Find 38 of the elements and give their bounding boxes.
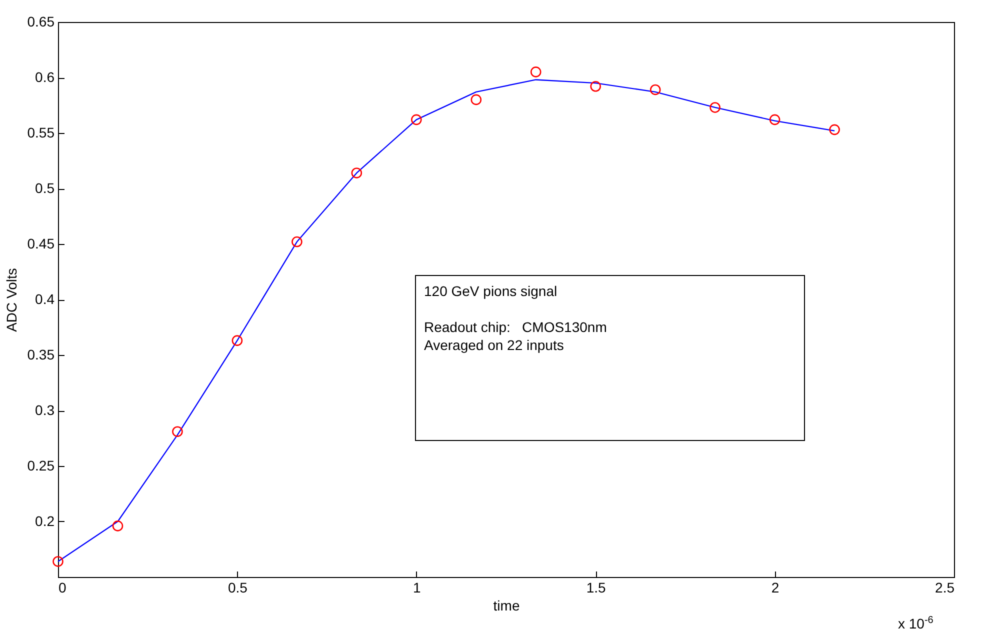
x-tick-label: 1	[413, 580, 421, 596]
y-tick-label: 0.55	[27, 124, 55, 140]
point	[411, 114, 422, 126]
y-tick-label: 0.4	[35, 291, 55, 307]
annotation: Averaged on 22 inputs	[424, 336, 565, 354]
y-axis-title: ADC Volts	[3, 268, 20, 332]
point	[112, 520, 124, 532]
x-tick-label: 1.5	[586, 580, 606, 596]
y-tick-label: 0.2	[35, 513, 55, 529]
y-tick-label: 0.3	[35, 402, 55, 418]
y-tick-label: 0.35	[27, 346, 55, 362]
annotation: 120 GeV pions signal	[424, 282, 558, 300]
y-tick-label: 0.65	[27, 14, 55, 30]
x-tick-label: 2	[771, 580, 780, 596]
annotation: Readout chip: CMOS130nm	[424, 318, 608, 336]
y-tick-label: 0.5	[35, 180, 55, 196]
point	[351, 168, 362, 178]
point	[710, 102, 720, 113]
point	[52, 556, 64, 567]
text: x 10$^{-6}$	[898, 614, 934, 633]
point	[172, 426, 183, 437]
y-tick-label: 0.6	[35, 69, 55, 85]
x-tick-label: 0	[58, 580, 66, 596]
x-axis-title: time	[493, 598, 520, 614]
point	[829, 124, 840, 136]
point	[470, 94, 482, 106]
point	[590, 80, 601, 92]
y-tick-label: 0.25	[27, 458, 55, 474]
point	[650, 84, 661, 96]
y-tick-label: 0.45	[27, 236, 55, 252]
point	[530, 66, 542, 78]
text-box: 120 GeV pions signal Readout chip: CMOS130nm Averaged on 22 inputs	[415, 275, 805, 441]
x-tick-label: 0.5	[228, 580, 248, 596]
point	[292, 236, 302, 248]
point	[769, 114, 780, 126]
x-tick-label: 2.5	[935, 580, 955, 596]
point	[232, 335, 243, 346]
line-series	[57, 79, 836, 562]
